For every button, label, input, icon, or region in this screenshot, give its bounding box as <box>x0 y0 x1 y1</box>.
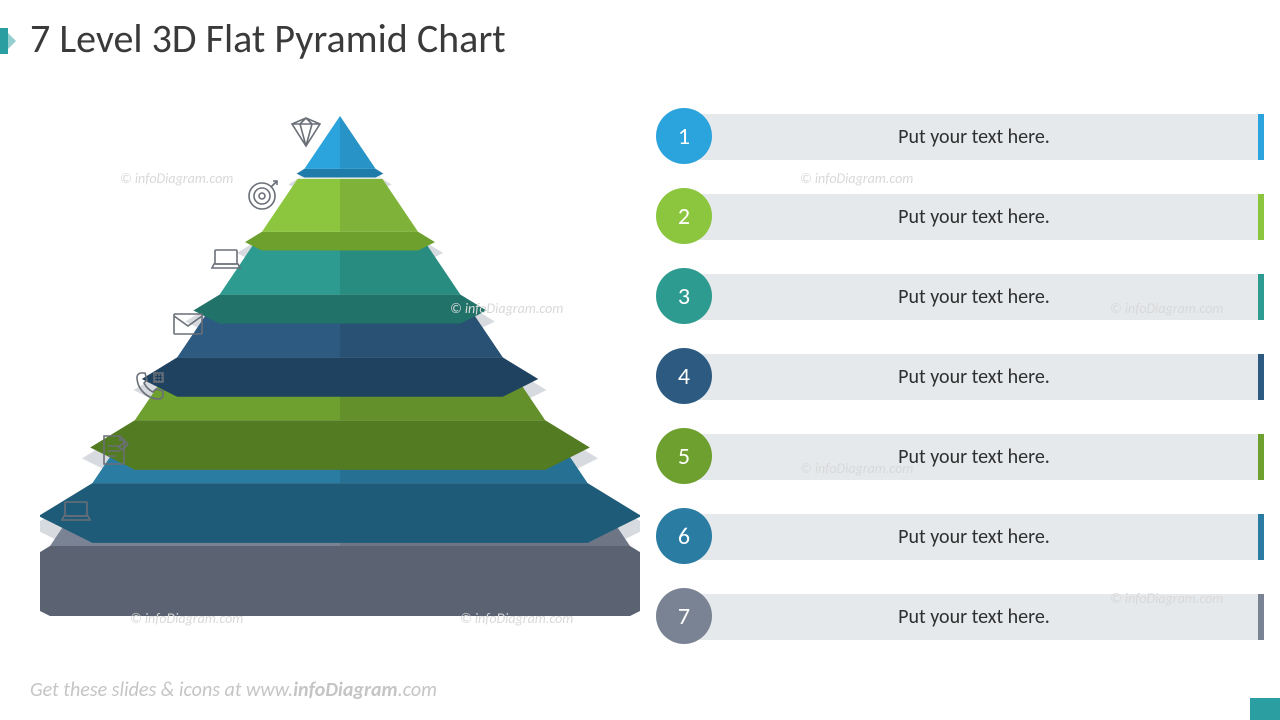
phone-icon <box>132 368 168 404</box>
list-stripe <box>1258 354 1264 400</box>
list-row-2: Put your text here.2 <box>656 188 1264 246</box>
list-badge: 4 <box>656 348 712 404</box>
watermark: © infoDiagram.com <box>120 170 233 187</box>
list-stripe <box>1258 114 1264 160</box>
list-row-6: Put your text here.6 <box>656 508 1264 566</box>
watermark: © infoDiagram.com <box>800 170 913 187</box>
list-stripe <box>1258 434 1264 480</box>
watermark: © infoDiagram.com <box>1110 590 1223 607</box>
list-stripe <box>1258 514 1264 560</box>
list-bar: Put your text here. <box>684 114 1264 160</box>
target-icon <box>244 178 280 214</box>
laptop-icon <box>58 494 94 530</box>
diamond-icon <box>288 114 324 150</box>
list-row-4: Put your text here.4 <box>656 348 1264 406</box>
list-badge: 5 <box>656 428 712 484</box>
list-badge: 1 <box>656 108 712 164</box>
footer-brand: infoDiagram <box>293 678 398 702</box>
footer-suffix: .com <box>398 678 437 702</box>
watermark: © infoDiagram.com <box>800 460 913 477</box>
watermark: © infoDiagram.com <box>130 610 243 627</box>
laptop-icon <box>208 242 244 278</box>
footer-prefix: Get these slides & icons at www. <box>30 678 293 702</box>
list-stripe <box>1258 274 1264 320</box>
level-list: Put your text here.1Put your text here.2… <box>656 108 1264 668</box>
list-row-1: Put your text here.1 <box>656 108 1264 166</box>
list-bar: Put your text here. <box>684 434 1264 480</box>
mail-icon <box>170 306 206 342</box>
list-row-3: Put your text here.3 <box>656 268 1264 326</box>
list-stripe <box>1258 194 1264 240</box>
list-badge: 7 <box>656 588 712 644</box>
watermark: © infoDiagram.com <box>450 300 563 317</box>
watermark: © infoDiagram.com <box>460 610 573 627</box>
list-stripe <box>1258 594 1264 640</box>
list-row-5: Put your text here.5 <box>656 428 1264 486</box>
title-accent <box>0 28 14 54</box>
footer-attribution: Get these slides & icons at www.infoDiag… <box>30 678 437 702</box>
watermark: © infoDiagram.com <box>1110 300 1223 317</box>
footer-accent <box>1250 698 1280 720</box>
list-badge: 3 <box>656 268 712 324</box>
page-title: 7 Level 3D Flat Pyramid Chart <box>30 14 506 63</box>
list-bar: Put your text here. <box>684 354 1264 400</box>
list-badge: 6 <box>656 508 712 564</box>
list-badge: 2 <box>656 188 712 244</box>
list-bar: Put your text here. <box>684 514 1264 560</box>
note-icon <box>96 432 132 468</box>
list-bar: Put your text here. <box>684 194 1264 240</box>
